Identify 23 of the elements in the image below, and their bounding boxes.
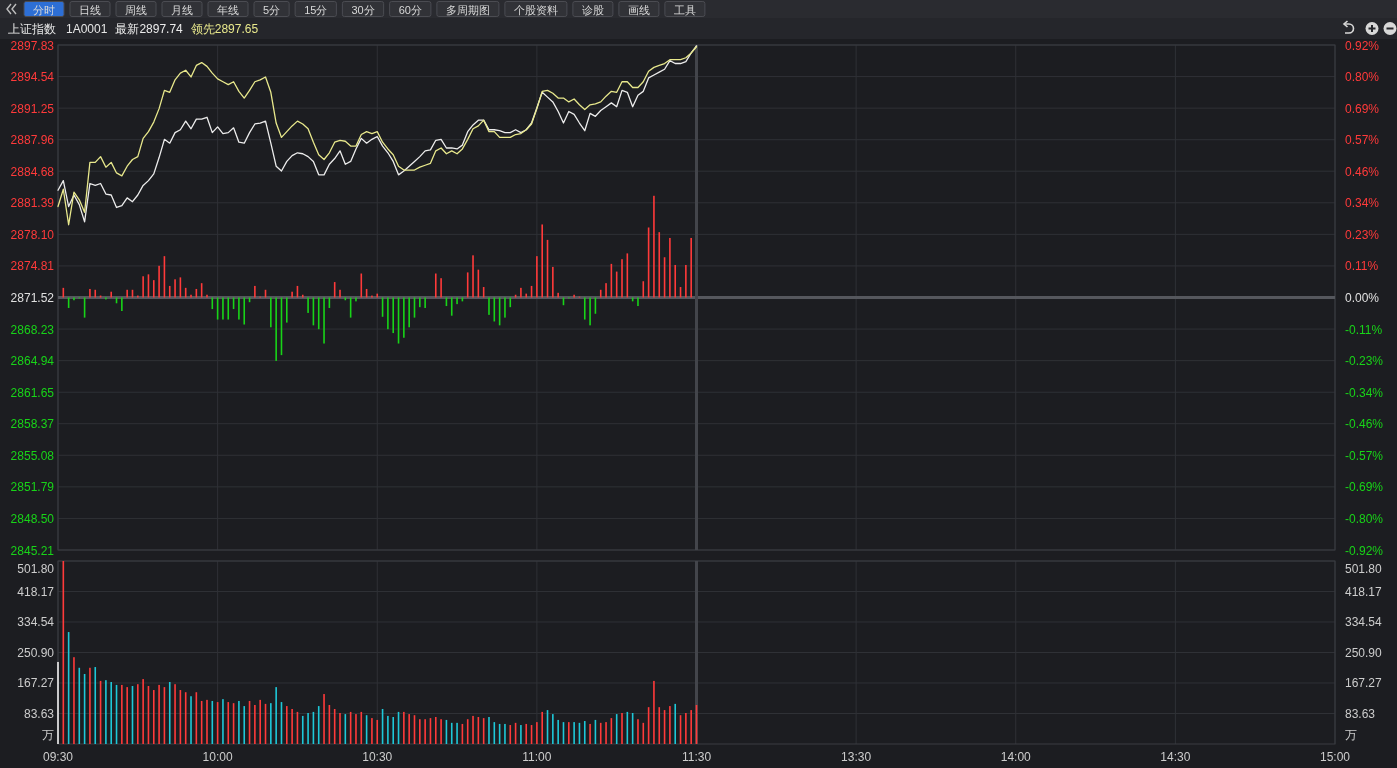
y-tick-label: 334.54 bbox=[17, 615, 55, 630]
x-tick-label: 15:00 bbox=[1319, 750, 1351, 764]
y2-tick-label: 83.63 bbox=[1345, 707, 1376, 721]
x-tick-label: 10:30 bbox=[362, 750, 393, 764]
x-tick-label: 14:30 bbox=[1160, 750, 1191, 764]
x-tick-label: 09:30 bbox=[42, 750, 74, 764]
y2-axis-title: 万 bbox=[1345, 728, 1357, 742]
y-axis-title: 万 bbox=[42, 728, 54, 742]
y2-tick-label: 334.54 bbox=[1345, 615, 1383, 630]
x-tick-label: 10:00 bbox=[202, 750, 233, 764]
y2-tick-label: 250.90 bbox=[1345, 646, 1383, 660]
x-tick-label: 13:30 bbox=[841, 750, 872, 764]
x-tick-label: 11:00 bbox=[522, 750, 552, 764]
y-tick-label: 418.17 bbox=[17, 585, 55, 599]
y-tick-label: 250.90 bbox=[17, 646, 55, 660]
y2-tick-label: 501.80 bbox=[1345, 561, 1383, 576]
x-tick-label: 14:00 bbox=[1000, 750, 1032, 764]
x-tick-label: 11:30 bbox=[681, 750, 712, 764]
y-tick-label: 501.80 bbox=[17, 561, 55, 576]
y-tick-label: 167.27 bbox=[17, 676, 55, 691]
y2-tick-label: 167.27 bbox=[1345, 676, 1383, 691]
y-tick-label: 83.63 bbox=[23, 707, 55, 721]
y2-tick-label: 418.17 bbox=[1345, 585, 1383, 599]
